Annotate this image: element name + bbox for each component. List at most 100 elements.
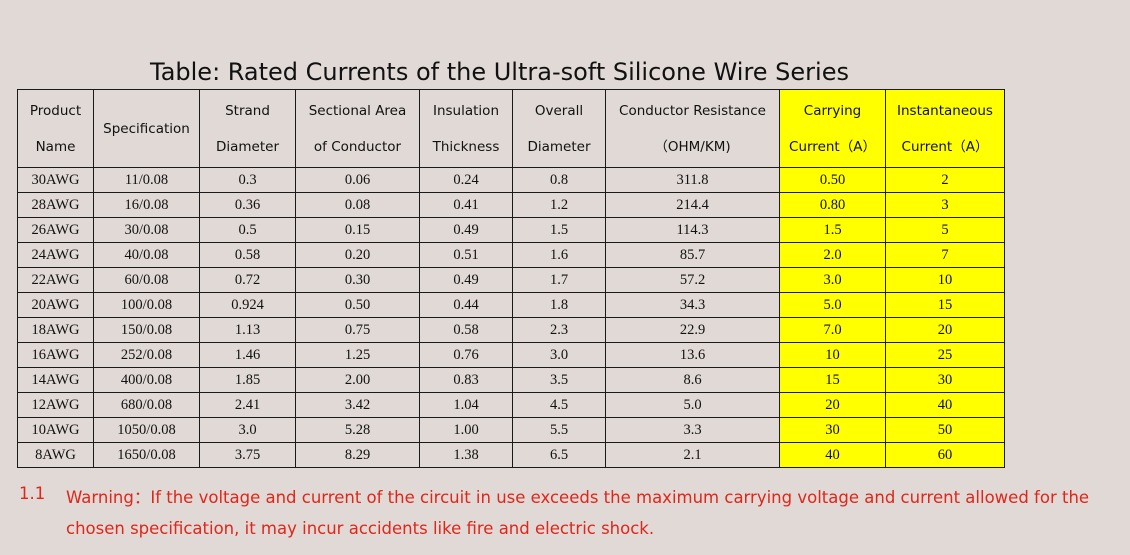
cell-specification: 150/0.08 [93, 317, 200, 343]
cell-overall-diameter: 1.5 [512, 217, 606, 243]
cell-insulation-thickness: 1.04 [419, 392, 513, 418]
header-strand-diameter: Strand Diameter [199, 89, 296, 168]
cell-sectional-area: 0.08 [295, 192, 420, 218]
cell-instantaneous-current: 7 [885, 242, 1005, 268]
cell-specification: 100/0.08 [93, 292, 200, 318]
cell-sectional-area: 0.20 [295, 242, 420, 268]
cell-strand-diameter: 3.0 [199, 417, 296, 443]
cell-conductor-resistance: 3.3 [605, 417, 780, 443]
cell-carrying-current: 10 [779, 342, 886, 368]
cell-overall-diameter: 0.8 [512, 167, 606, 193]
cell-name: 14AWG [17, 367, 94, 393]
cell-instantaneous-current: 30 [885, 367, 1005, 393]
cell-overall-diameter: 2.3 [512, 317, 606, 343]
cell-specification: 1650/0.08 [93, 442, 200, 468]
table-row: 10AWG 1050/0.08 3.0 5.28 1.00 5.5 3.3 30 50 [17, 417, 1005, 443]
cell-carrying-current: 0.80 [779, 192, 886, 218]
cell-instantaneous-current: 20 [885, 317, 1005, 343]
cell-instantaneous-current: 2 [885, 167, 1005, 193]
cell-specification: 11/0.08 [93, 167, 200, 193]
cell-conductor-resistance: 311.8 [605, 167, 780, 193]
cell-conductor-resistance: 214.4 [605, 192, 780, 218]
cell-instantaneous-current: 10 [885, 267, 1005, 293]
warning-number: 1.1 [19, 484, 46, 503]
cell-instantaneous-current: 60 [885, 442, 1005, 468]
cell-insulation-thickness: 0.49 [419, 267, 513, 293]
cell-insulation-thickness: 0.49 [419, 217, 513, 243]
cell-sectional-area: 0.75 [295, 317, 420, 343]
cell-specification: 40/0.08 [93, 242, 200, 268]
cell-name: 26AWG [17, 217, 94, 243]
cell-insulation-thickness: 0.51 [419, 242, 513, 268]
table-row: 28AWG 16/0.08 0.36 0.08 0.41 1.2 214.4 0.80 3 [17, 192, 1005, 218]
table-row: 22AWG 60/0.08 0.72 0.30 0.49 1.7 57.2 3.0 10 [17, 267, 1005, 293]
cell-strand-diameter: 2.41 [199, 392, 296, 418]
cell-insulation-thickness: 0.76 [419, 342, 513, 368]
cell-strand-diameter: 0.3 [199, 167, 296, 193]
cell-name: 30AWG [17, 167, 94, 193]
cell-sectional-area: 8.29 [295, 442, 420, 468]
cell-sectional-area: 0.06 [295, 167, 420, 193]
cell-sectional-area: 3.42 [295, 392, 420, 418]
cell-instantaneous-current: 15 [885, 292, 1005, 318]
cell-conductor-resistance: 22.9 [605, 317, 780, 343]
table-row: 16AWG 252/0.08 1.46 1.25 0.76 3.0 13.6 10 25 [17, 342, 1005, 368]
cell-name: 20AWG [17, 292, 94, 318]
table-header-row: Product Name Specification Strand Diamet… [17, 89, 1005, 168]
cell-carrying-current: 1.5 [779, 217, 886, 243]
header-instantaneous-current: Instantaneous Current（A） [885, 89, 1005, 168]
cell-sectional-area: 0.30 [295, 267, 420, 293]
cell-instantaneous-current: 5 [885, 217, 1005, 243]
header-specification: Specification [93, 89, 200, 168]
cell-conductor-resistance: 8.6 [605, 367, 780, 393]
cell-carrying-current: 20 [779, 392, 886, 418]
cell-name: 18AWG [17, 317, 94, 343]
cell-instantaneous-current: 40 [885, 392, 1005, 418]
header-insulation-thickness: Insulation Thickness [419, 89, 513, 168]
cell-specification: 680/0.08 [93, 392, 200, 418]
cell-overall-diameter: 5.5 [512, 417, 606, 443]
cell-strand-diameter: 1.46 [199, 342, 296, 368]
cell-instantaneous-current: 3 [885, 192, 1005, 218]
header-conductor-resistance: Conductor Resistance （OHM/KM) [605, 89, 780, 168]
header-carrying-current: Carrying Current（A） [779, 89, 886, 168]
cell-insulation-thickness: 0.44 [419, 292, 513, 318]
table-row: 30AWG 11/0.08 0.3 0.06 0.24 0.8 311.8 0.50 2 [17, 167, 1005, 193]
cell-name: 8AWG [17, 442, 94, 468]
header-sectional-area: Sectional Area of Conductor [295, 89, 420, 168]
cell-specification: 16/0.08 [93, 192, 200, 218]
cell-conductor-resistance: 57.2 [605, 267, 780, 293]
table-row: 12AWG 680/0.08 2.41 3.42 1.04 4.5 5.0 20 40 [17, 392, 1005, 418]
cell-overall-diameter: 1.6 [512, 242, 606, 268]
warning-text-line-1: Warning：If the voltage and current of th… [66, 488, 1090, 507]
header-overall-diameter: Overall Diameter [512, 89, 606, 168]
cell-name: 22AWG [17, 267, 94, 293]
cell-overall-diameter: 3.5 [512, 367, 606, 393]
cell-insulation-thickness: 0.58 [419, 317, 513, 343]
cell-carrying-current: 7.0 [779, 317, 886, 343]
cell-strand-diameter: 1.13 [199, 317, 296, 343]
cell-overall-diameter: 1.2 [512, 192, 606, 218]
cell-specification: 1050/0.08 [93, 417, 200, 443]
cell-conductor-resistance: 34.3 [605, 292, 780, 318]
cell-sectional-area: 5.28 [295, 417, 420, 443]
cell-overall-diameter: 1.7 [512, 267, 606, 293]
table-row: 18AWG 150/0.08 1.13 0.75 0.58 2.3 22.9 7.0 20 [17, 317, 1005, 343]
cell-name: 10AWG [17, 417, 94, 443]
cell-specification: 30/0.08 [93, 217, 200, 243]
cell-specification: 252/0.08 [93, 342, 200, 368]
cell-carrying-current: 30 [779, 417, 886, 443]
table-row: 26AWG 30/0.08 0.5 0.15 0.49 1.5 114.3 1.5 5 [17, 217, 1005, 243]
cell-sectional-area: 0.15 [295, 217, 420, 243]
cell-insulation-thickness: 0.83 [419, 367, 513, 393]
cell-sectional-area: 2.00 [295, 367, 420, 393]
cell-insulation-thickness: 1.38 [419, 442, 513, 468]
cell-carrying-current: 0.50 [779, 167, 886, 193]
cell-strand-diameter: 1.85 [199, 367, 296, 393]
cell-sectional-area: 0.50 [295, 292, 420, 318]
cell-instantaneous-current: 25 [885, 342, 1005, 368]
page-title: Table: Rated Currents of the Ultra-soft … [150, 58, 849, 86]
cell-conductor-resistance: 2.1 [605, 442, 780, 468]
cell-conductor-resistance: 13.6 [605, 342, 780, 368]
cell-strand-diameter: 0.36 [199, 192, 296, 218]
